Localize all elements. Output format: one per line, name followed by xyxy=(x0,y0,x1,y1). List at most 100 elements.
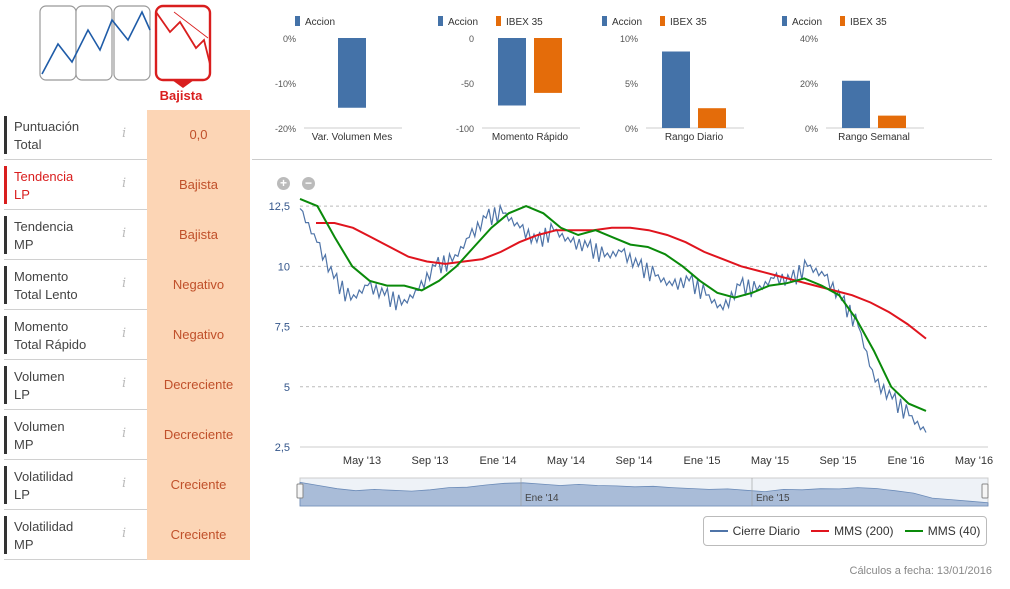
row-marker xyxy=(4,216,7,254)
mini-xlabel: Momento Rápido xyxy=(492,132,569,143)
mini-xlabel: Rango Semanal xyxy=(838,132,910,143)
row-label: Tendencia LP xyxy=(14,168,124,204)
mini-legend-item[interactable]: Accion xyxy=(602,16,642,28)
info-icon[interactable]: i xyxy=(122,126,127,141)
row-marker xyxy=(4,366,7,404)
mini-bar[interactable] xyxy=(498,38,526,106)
mini-legend-item[interactable]: IBEX 35 xyxy=(496,16,543,28)
row-label: Momento Total Rápido xyxy=(14,318,124,354)
row-value: Creciente xyxy=(147,460,250,510)
info-icon[interactable]: i xyxy=(122,526,127,541)
zoom-in-icon[interactable]: + xyxy=(277,177,290,190)
mini-legend-label: Accion xyxy=(448,17,478,28)
row-value: Negativo xyxy=(147,310,250,360)
mini-legend-swatch xyxy=(438,16,443,26)
y-tick-label: 7,5 xyxy=(275,322,290,334)
row-label-line1: Volatilidad xyxy=(14,519,74,534)
mini-bar[interactable] xyxy=(338,38,366,108)
score-row[interactable]: Volatilidad LP i Creciente xyxy=(4,460,250,510)
mini-legend-swatch xyxy=(782,16,787,26)
calc-date: Cálculos a fecha: 13/01/2016 xyxy=(849,565,993,577)
row-label-line1: Tendencia xyxy=(14,169,74,184)
x-tick-label: May '14 xyxy=(547,455,585,467)
legend-mms200[interactable]: MMS (200) xyxy=(811,524,894,538)
row-value: Bajista xyxy=(147,160,250,210)
y-tick-label: 2,5 xyxy=(275,442,290,454)
mini-bar[interactable] xyxy=(534,38,562,93)
mini-legend-item[interactable]: Accion xyxy=(782,16,822,28)
navigator-label: Ene '15 xyxy=(756,493,790,504)
mini-chart-rango-diario: Accion IBEX 35 10% 5% 0% Rango Diario xyxy=(602,8,762,158)
info-icon[interactable]: i xyxy=(122,326,127,341)
chart-legend: Cierre Diario MMS (200) MMS (40) xyxy=(703,516,987,546)
x-tick-label: May '15 xyxy=(751,455,789,467)
info-icon[interactable]: i xyxy=(122,476,127,491)
info-icon[interactable]: i xyxy=(122,426,127,441)
row-label-line1: Momento xyxy=(14,269,69,284)
score-row[interactable]: Volatilidad MP i Creciente xyxy=(4,510,250,560)
row-marker xyxy=(4,116,7,154)
x-tick-label: Sep '14 xyxy=(616,455,653,467)
info-icon[interactable]: i xyxy=(122,176,127,191)
mini-chart-var-volumen: Accion 0% -10% -20% Var. Volumen Mes xyxy=(270,8,402,158)
row-label-line1: Puntuación xyxy=(14,119,80,134)
mini-bar[interactable] xyxy=(842,80,870,128)
score-row[interactable]: Puntuación Total i 0,0 xyxy=(4,110,250,160)
row-marker xyxy=(4,466,7,504)
mini-tick-label: 5% xyxy=(625,79,638,89)
trend-box-2 xyxy=(75,5,113,81)
info-icon[interactable]: i xyxy=(122,276,127,291)
mini-legend-label: IBEX 35 xyxy=(506,17,543,28)
mini-xlabel: Rango Diario xyxy=(665,132,724,143)
mini-legend-item[interactable]: IBEX 35 xyxy=(660,16,707,28)
navigator-handle-left[interactable] xyxy=(296,483,304,499)
x-tick-label: May '16 xyxy=(955,455,993,467)
row-label-line1: Momento xyxy=(14,319,69,334)
row-label-line2: MP xyxy=(14,437,34,452)
row-value: 0,0 xyxy=(147,110,250,160)
info-icon[interactable]: i xyxy=(122,226,127,241)
score-row[interactable]: Momento Total Rápido i Negativo xyxy=(4,310,250,360)
trend-bear-arrow xyxy=(173,11,209,39)
mini-chart-momento-rapido: Accion IBEX 35 0 -50 -100 Momento Rápido xyxy=(438,8,598,158)
score-row[interactable]: Volumen LP i Decreciente xyxy=(4,360,250,410)
x-tick-label: Sep '15 xyxy=(820,455,857,467)
legend-mms40[interactable]: MMS (40) xyxy=(904,524,981,538)
row-label-line1: Volumen xyxy=(14,419,65,434)
legend-cierre-swatch xyxy=(709,530,728,532)
info-icon[interactable]: i xyxy=(122,376,127,391)
navigator-handle-right[interactable] xyxy=(981,483,989,499)
score-row[interactable]: Volumen MP i Decreciente xyxy=(4,410,250,460)
y-tick-label: 5 xyxy=(284,382,290,394)
mini-bar[interactable] xyxy=(878,115,906,128)
row-value: Decreciente xyxy=(147,410,250,460)
row-label-line2: LP xyxy=(14,387,30,402)
series-line[interactable] xyxy=(299,203,927,433)
mini-tick-label: 20% xyxy=(800,79,818,89)
row-label-line2: MP xyxy=(14,237,34,252)
mini-legend-label: Accion xyxy=(305,17,335,28)
legend-cierre[interactable]: Cierre Diario xyxy=(709,524,800,538)
row-label-line2: Total xyxy=(14,137,42,152)
score-row[interactable]: Tendencia LP i Bajista xyxy=(4,160,250,210)
mini-legend-label: IBEX 35 xyxy=(670,17,707,28)
legend-mms40-label: MMS (40) xyxy=(927,524,981,538)
mini-legend-item[interactable]: Accion xyxy=(438,16,478,28)
row-label: Volumen MP xyxy=(14,418,124,454)
row-label-line1: Volumen xyxy=(14,369,65,384)
mini-legend-item[interactable]: IBEX 35 xyxy=(840,16,887,28)
mini-bar[interactable] xyxy=(662,51,690,129)
row-label: Momento Total Lento xyxy=(14,268,124,304)
trend-label: Bajista xyxy=(159,88,203,103)
x-tick-label: May '13 xyxy=(343,455,381,467)
score-row[interactable]: Tendencia MP i Bajista xyxy=(4,210,250,260)
mini-bar[interactable] xyxy=(698,108,726,128)
row-marker xyxy=(4,416,7,454)
mini-tick-label: -50 xyxy=(461,79,474,89)
zoom-out-icon[interactable]: − xyxy=(302,177,315,190)
y-tick-label: 12,5 xyxy=(269,201,290,213)
score-row[interactable]: Momento Total Lento i Negativo xyxy=(4,260,250,310)
mini-tick-label: 0% xyxy=(625,124,638,134)
series-line[interactable] xyxy=(299,197,927,412)
mini-legend-item[interactable]: Accion xyxy=(295,16,335,28)
